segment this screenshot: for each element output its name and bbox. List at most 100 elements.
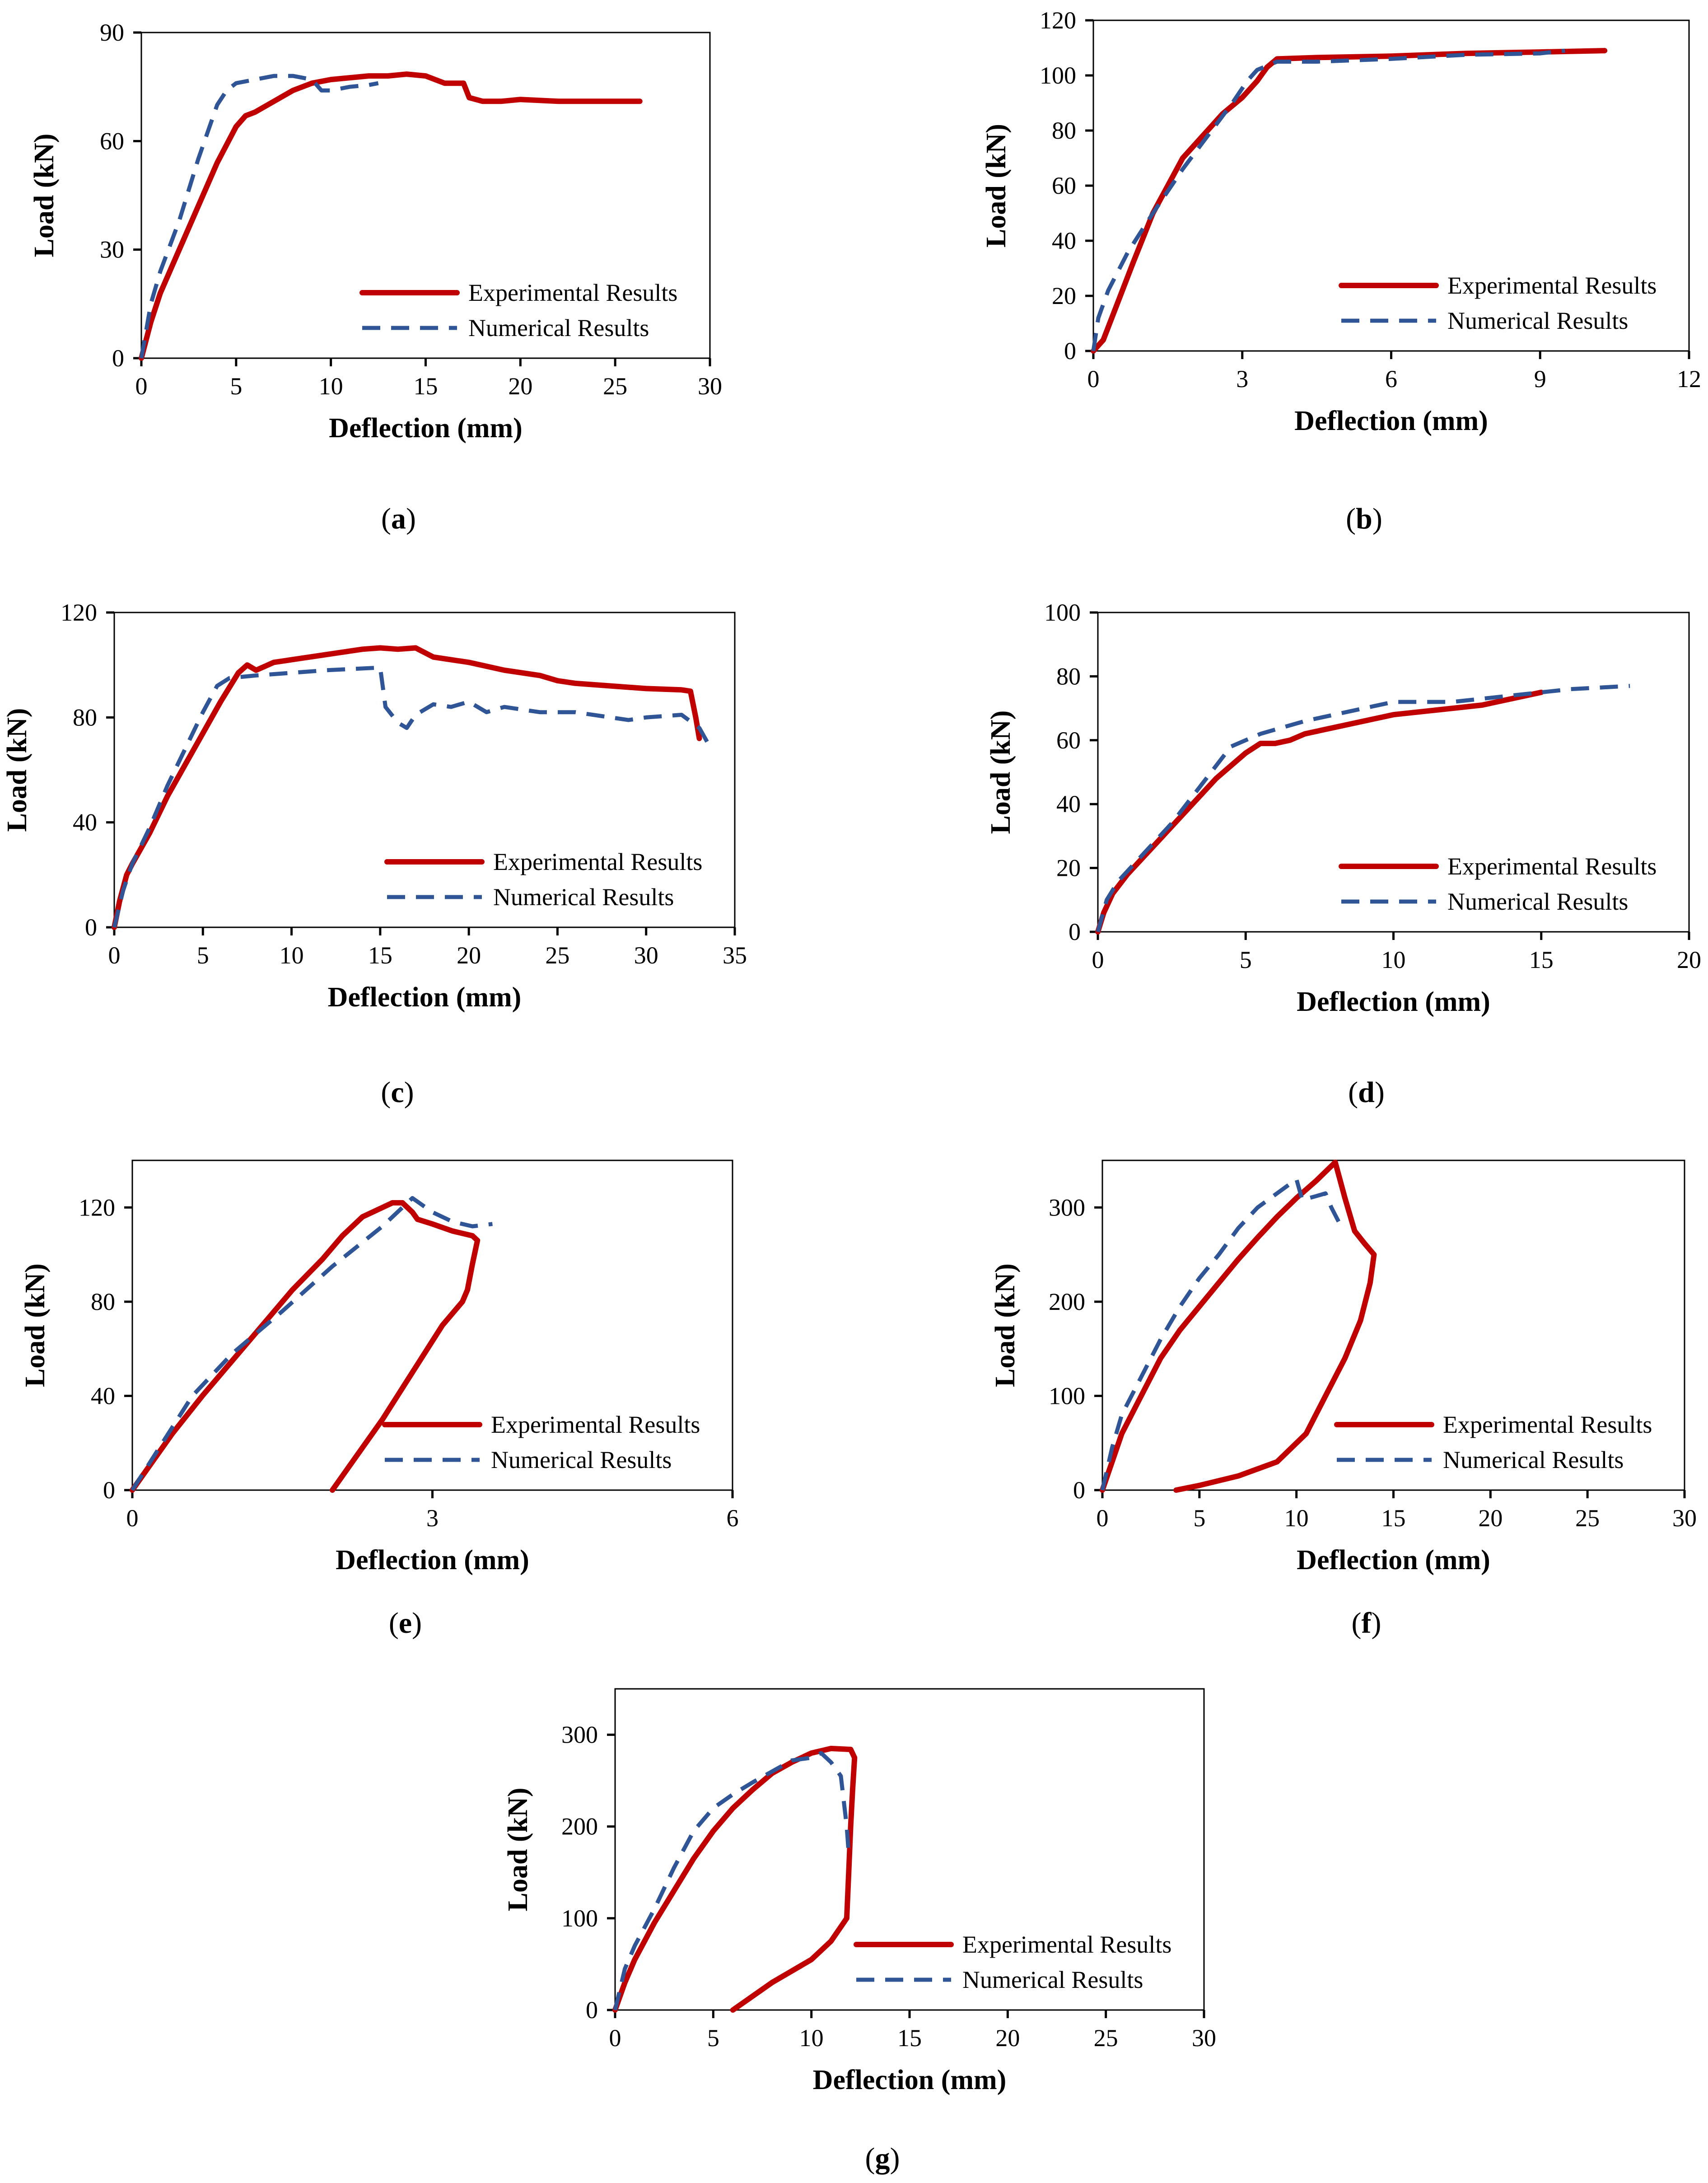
x-axis-label: Deflection (mm) <box>813 2065 1007 2095</box>
x-tick-label: 3 <box>1236 365 1248 393</box>
x-tick-label: 5 <box>1240 946 1252 973</box>
x-tick-label: 10 <box>1381 946 1406 973</box>
y-axis-label: Load (kN) <box>2 708 33 832</box>
y-tick-label: 0 <box>1069 918 1081 945</box>
x-tick-label: 5 <box>230 373 242 400</box>
x-tick-label: 10 <box>799 2024 824 2052</box>
x-tick-label: 25 <box>545 942 569 969</box>
x-tick-label: 20 <box>1677 946 1701 973</box>
y-axis-label: Load (kN) <box>29 134 60 257</box>
legend-label: Numerical Results <box>1443 1446 1624 1473</box>
y-tick-label: 80 <box>1056 663 1081 690</box>
x-tick-label: 20 <box>457 942 481 969</box>
panel-caption-letter: a <box>391 502 406 535</box>
x-tick-label: 30 <box>634 942 658 969</box>
y-tick-label: 0 <box>103 1477 115 1504</box>
x-tick-label: 15 <box>414 373 438 400</box>
panel-caption-letter: c <box>391 1076 404 1109</box>
x-axis-label: Deflection (mm) <box>1297 986 1490 1017</box>
plot-frame <box>1097 612 1690 933</box>
panel-caption: (g) <box>865 2142 900 2175</box>
y-tick-label: 20 <box>1056 855 1081 882</box>
numerical-series-line <box>1096 684 1630 933</box>
x-tick-label: 15 <box>897 2024 922 2052</box>
plot-frame <box>131 1159 733 1491</box>
x-tick-label: 5 <box>1193 1505 1205 1532</box>
plot-frame <box>113 612 736 928</box>
legend-label: Numerical Results <box>491 1446 672 1473</box>
y-tick-label: 60 <box>1056 727 1081 754</box>
x-tick-label: 20 <box>995 2024 1020 2052</box>
x-tick-label: 0 <box>1097 1505 1109 1532</box>
x-tick-label: 25 <box>1575 1505 1600 1532</box>
legend-label: Numerical Results <box>962 1966 1143 1993</box>
y-tick-label: 0 <box>112 345 124 372</box>
legend-label: Numerical Results <box>1447 888 1628 915</box>
y-tick-label: 40 <box>91 1382 115 1409</box>
y-axis-label: Load (kN) <box>20 1263 51 1387</box>
experimental-series-line <box>1100 1159 1377 1493</box>
legend-label: Numerical Results <box>1447 307 1628 334</box>
x-tick-label: 9 <box>1534 365 1546 393</box>
panel-caption: (e) <box>389 1607 422 1640</box>
x-tick-label: 25 <box>1094 2024 1118 2052</box>
legend-label: Experimental Results <box>491 1411 700 1438</box>
experimental-series-line <box>130 1200 481 1493</box>
y-tick-label: 20 <box>1052 282 1076 309</box>
y-axis-label: Load (kN) <box>990 1263 1021 1387</box>
experimental-series-line <box>612 1746 858 2013</box>
x-tick-label: 35 <box>723 942 747 969</box>
panel-caption: (f) <box>1352 1607 1381 1640</box>
y-tick-label: 0 <box>1064 337 1076 365</box>
x-tick-label: 0 <box>126 1505 139 1532</box>
legend-label: Experimental Results <box>493 848 702 875</box>
panel-caption-letter: e <box>399 1607 412 1640</box>
y-tick-label: 30 <box>100 236 124 263</box>
x-tick-label: 15 <box>368 942 392 969</box>
y-tick-label: 0 <box>1073 1477 1085 1504</box>
experimental-series-line <box>112 645 702 930</box>
legend-label: Experimental Results <box>1447 853 1657 880</box>
x-tick-label: 0 <box>1087 365 1100 393</box>
y-tick-label: 200 <box>1049 1288 1085 1315</box>
chart-panel-a: 0 5 10 15 20 25 30 0 30 60 90 Deflection (mm) Load (… <box>29 19 722 535</box>
x-tick-label: 5 <box>707 2024 719 2052</box>
panel-caption: (b) <box>1346 502 1382 535</box>
y-tick-label: 120 <box>79 1194 115 1221</box>
x-tick-label: 20 <box>508 373 532 400</box>
y-tick-label: 80 <box>73 704 97 731</box>
y-tick-label: 300 <box>1049 1194 1085 1221</box>
x-axis-label: Deflection (mm) <box>336 1545 529 1575</box>
x-tick-label: 0 <box>1092 946 1104 973</box>
numerical-series-line <box>131 1196 493 1491</box>
y-tick-label: 120 <box>61 599 97 626</box>
panel-caption-letter: g <box>875 2142 890 2175</box>
plot-frame <box>140 32 711 359</box>
experimental-series-line <box>1091 48 1608 354</box>
numerical-series-line <box>1100 1177 1343 1491</box>
y-tick-label: 90 <box>100 19 124 46</box>
x-tick-label: 10 <box>280 942 304 969</box>
legend-label: Experimental Results <box>962 1931 1171 1958</box>
y-tick-label: 100 <box>1044 599 1081 626</box>
x-tick-label: 30 <box>698 373 722 400</box>
x-axis-label: Deflection (mm) <box>329 413 523 444</box>
y-tick-label: 300 <box>561 1721 598 1748</box>
legend-label: Experimental Results <box>1447 272 1657 299</box>
y-tick-label: 40 <box>73 809 97 836</box>
panel-caption-letter: b <box>1356 502 1372 535</box>
x-tick-label: 10 <box>1284 1505 1309 1532</box>
y-tick-label: 80 <box>1052 117 1076 144</box>
legend-label: Experimental Results <box>468 279 677 306</box>
panel-caption-letter: d <box>1358 1076 1375 1109</box>
x-tick-label: 15 <box>1529 946 1554 973</box>
panel-caption-letter: f <box>1362 1607 1372 1640</box>
y-tick-label: 60 <box>100 127 124 154</box>
x-tick-label: 6 <box>1385 365 1397 393</box>
chart-panel-c: 0 5 10 15 20 25 30 35 0 40 80 120 Deflection (mm) Loa… <box>2 599 747 1109</box>
x-tick-label: 0 <box>609 2024 621 2052</box>
y-axis-label: Load (kN) <box>981 124 1012 248</box>
experimental-series-line <box>1095 689 1544 935</box>
